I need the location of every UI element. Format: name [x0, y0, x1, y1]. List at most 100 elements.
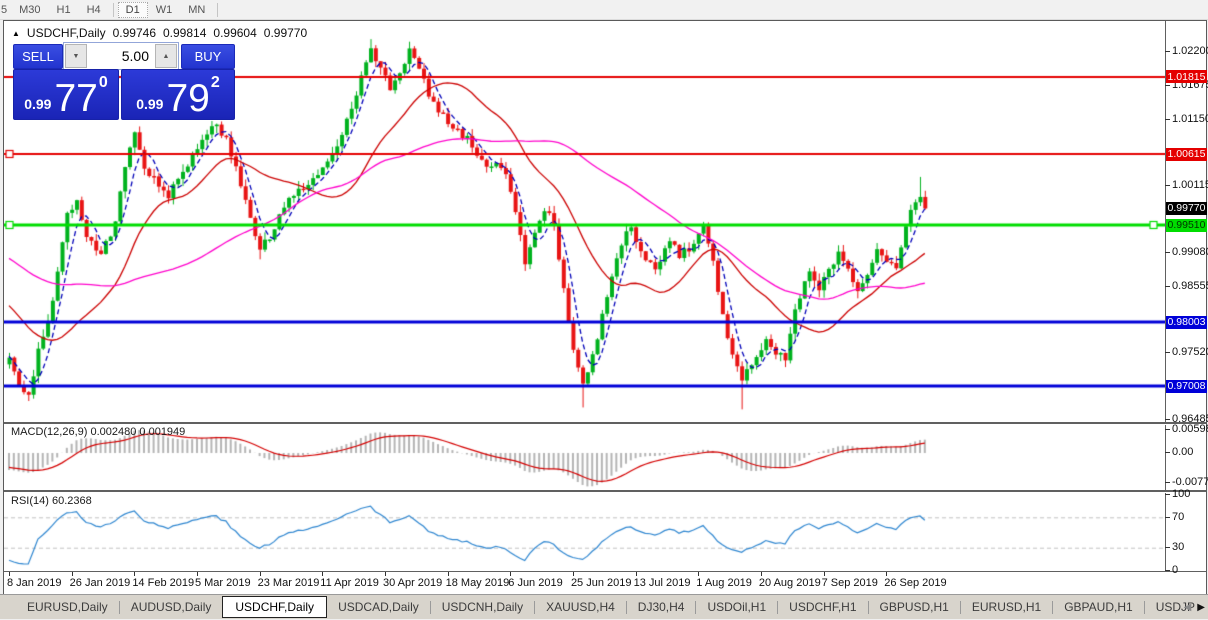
chart-tab-usdjp[interactable]: USDJP — [1155, 600, 1196, 614]
tab-scroll-right-icon[interactable]: ▶ — [1197, 602, 1205, 613]
volume-decrease-button[interactable]: ▼ — [65, 44, 87, 68]
toolbar-separator — [217, 2, 219, 17]
chart-tab-usdchf-daily[interactable]: USDCHF,Daily — [222, 596, 328, 618]
date-axis-tick — [196, 572, 198, 576]
timeframe-button-d1[interactable]: D1 — [117, 1, 148, 18]
tab-separator — [1052, 600, 1054, 614]
tab-scroll-arrows: ◀ ▶ — [1184, 595, 1205, 620]
price-axis-tick: 0.98555 — [1165, 280, 1208, 292]
date-axis-label: 7 Sep 2019 — [821, 577, 878, 589]
tab-separator — [118, 600, 120, 614]
price-axis-tick: 1.00115 — [1165, 179, 1208, 191]
macd-indicator-chart[interactable] — [4, 424, 1165, 490]
date-axis-label: 14 Feb 2019 — [132, 577, 195, 589]
symbol-label: USDCHF,Daily — [26, 26, 106, 40]
date-axis-tick — [134, 572, 136, 576]
collapse-triangle-icon[interactable]: ▲ — [12, 28, 20, 38]
sell-button[interactable]: SELL — [13, 44, 63, 69]
tab-separator — [695, 600, 697, 614]
price-axis-line — [1165, 21, 1166, 572]
price-axis-tick: 0.96485 — [1165, 413, 1208, 425]
chart-tab-gbpaud-h1[interactable]: GBPAUD,H1 — [1064, 600, 1133, 614]
sell-price-sup: 0 — [98, 74, 108, 91]
rsi-axis-tick: 70 — [1165, 511, 1184, 523]
timeframe-button-mn[interactable]: MN — [188, 3, 206, 16]
chart-tab-usdoil-h1[interactable]: USDOil,H1 — [707, 600, 767, 614]
timeframe-button-5[interactable]: 5 — [1, 3, 8, 16]
low-value: 0.99604 — [213, 26, 257, 40]
price-badge-1.00615: 1.00615 — [1166, 147, 1207, 161]
chart-tab-eurusd-h1[interactable]: EURUSD,H1 — [971, 600, 1042, 614]
sell-price-box[interactable]: 0.99 77 0 — [13, 69, 119, 120]
buy-price-box[interactable]: 0.99 79 2 — [121, 69, 235, 120]
date-axis-tick — [886, 572, 888, 576]
date-axis-label: 26 Sep 2019 — [884, 577, 947, 589]
date-axis-label: 30 Apr 2019 — [382, 577, 443, 589]
price-axis-tick: 1.02200 — [1165, 45, 1208, 57]
price-badge-0.99770: 0.99770 — [1166, 201, 1207, 215]
tab-separator — [777, 600, 779, 614]
date-axis-tick — [635, 572, 637, 576]
buy-price-main: 79 — [166, 77, 210, 121]
tab-separator — [959, 600, 961, 614]
tab-separator — [534, 600, 536, 614]
rsi-axis-tick: 100 — [1165, 488, 1190, 500]
panel-divider[interactable] — [4, 490, 1206, 492]
timeframe-button-h1[interactable]: H1 — [56, 3, 71, 16]
volume-value[interactable]: 5.00 — [121, 48, 149, 64]
date-axis-label: 11 Apr 2019 — [320, 577, 379, 589]
macd-axis-tick: 0.00 — [1165, 446, 1193, 458]
date-axis-label: 25 Jun 2019 — [570, 577, 632, 589]
date-axis-tick — [9, 572, 10, 576]
macd-label: MACD(12,26,9) 0.002480 0.001949 — [11, 426, 186, 438]
timeframe-button-m30[interactable]: M30 — [19, 3, 41, 16]
chart-tab-usdcad-daily[interactable]: USDCAD,Daily — [338, 600, 419, 614]
chart-tab-usdchf-h1[interactable]: USDCHF,H1 — [789, 600, 857, 614]
date-axis-label: 1 Aug 2019 — [696, 577, 752, 589]
date-axis-label: 8 Jan 2019 — [7, 577, 62, 589]
date-axis-label: 13 Jul 2019 — [633, 577, 691, 589]
tab-scroll-left-icon[interactable]: ◀ — [1183, 602, 1192, 613]
high-value: 0.99814 — [163, 26, 207, 40]
date-axis-tick — [760, 572, 762, 576]
date-axis-label: 5 Mar 2019 — [194, 577, 251, 589]
chart-tab-eurusd-daily[interactable]: EURUSD,Daily — [27, 600, 108, 614]
price-axis-tick: 0.99080 — [1165, 246, 1208, 258]
timeframe-toolbar: 5 M30 H1 H4 D1 W1 MN — [0, 0, 1208, 20]
buy-price-prefix: 0.99 — [136, 96, 164, 112]
date-axis-label: 23 Mar 2019 — [257, 577, 320, 589]
rsi-axis-tick: 0 — [1165, 564, 1178, 576]
chart-window[interactable]: ▲ USDCHF,Daily 0.99746 0.99814 0.99604 0… — [3, 20, 1208, 595]
rsi-axis-tick: 30 — [1165, 541, 1184, 553]
price-axis-tick: 0.97520 — [1165, 346, 1208, 358]
panel-divider[interactable] — [4, 422, 1206, 424]
chart-tab-audusd-daily[interactable]: AUDUSD,Daily — [130, 600, 212, 614]
timeframe-button-w1[interactable]: W1 — [155, 3, 173, 16]
date-axis-tick — [572, 572, 574, 576]
date-axis-tick — [259, 572, 261, 576]
sell-price-main: 77 — [54, 77, 98, 121]
sell-price-prefix: 0.99 — [24, 96, 52, 112]
date-axis-tick — [71, 572, 73, 576]
chart-title: ▲ USDCHF,Daily 0.99746 0.99814 0.99604 0… — [12, 26, 307, 40]
toolbar-separator — [112, 2, 114, 17]
buy-button[interactable]: BUY — [181, 44, 235, 69]
date-axis-tick — [823, 572, 825, 576]
chart-tab-xauusd-h4[interactable]: XAUUSD,H4 — [546, 600, 615, 614]
date-axis-label: 26 Jan 2019 — [69, 577, 131, 589]
chart-tab-bar: EURUSD,Daily AUDUSD,Daily USDCHF,Daily USDC… — [0, 594, 1208, 619]
chart-tab-usdcnh-daily[interactable]: USDCNH,Daily — [441, 600, 524, 614]
tab-separator — [625, 600, 627, 614]
chart-tab-gbpusd-h1[interactable]: GBPUSD,H1 — [879, 600, 949, 614]
tab-separator — [867, 600, 869, 614]
volume-increase-button[interactable]: ▲ — [155, 44, 177, 68]
timeframe-button-h4[interactable]: H4 — [86, 3, 101, 16]
date-axis-tick — [698, 572, 700, 576]
price-axis-tick: 1.01150 — [1165, 113, 1208, 125]
one-click-trading-panel: SELL ▼ 5.00 ▲ BUY 0.99 77 0 0.99 79 2 — [10, 42, 236, 120]
buy-price-sup: 2 — [210, 74, 220, 91]
rsi-indicator-chart[interactable] — [4, 493, 1165, 572]
date-axis-border — [4, 571, 1206, 572]
rsi-label: RSI(14) 60.2368 — [11, 495, 92, 507]
chart-tab-dj30-h4[interactable]: DJ30,H4 — [637, 600, 685, 614]
